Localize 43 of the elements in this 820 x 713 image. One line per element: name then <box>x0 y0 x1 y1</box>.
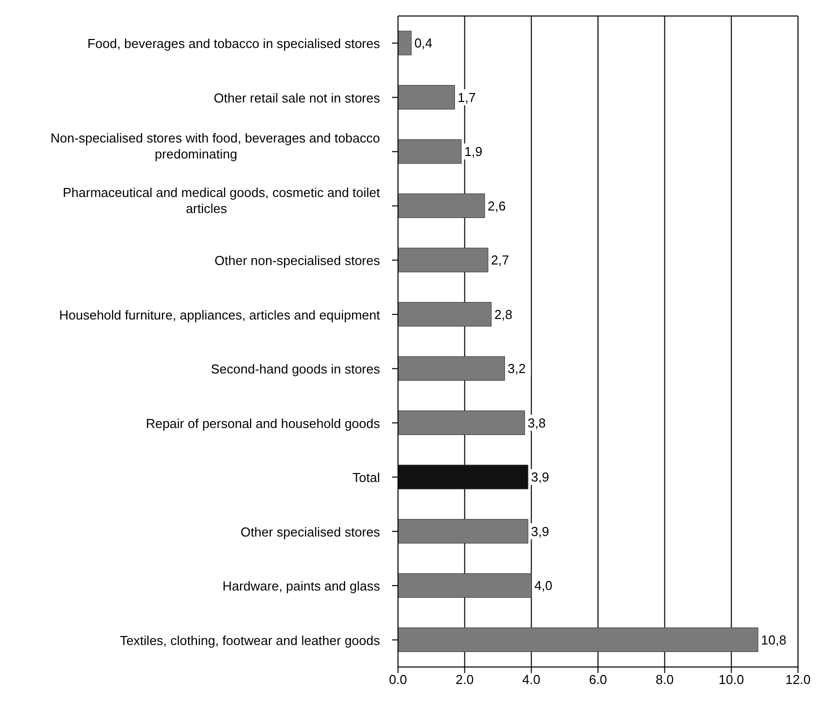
y-tick-label: Other non-specialised stores <box>214 252 380 268</box>
data-label: 3,9 <box>531 524 550 539</box>
bar <box>398 302 492 326</box>
bar <box>398 464 528 490</box>
data-label: 3,8 <box>528 415 546 430</box>
y-tick-label: Household furniture, appliances, articles and equipment <box>59 306 380 322</box>
bar <box>398 573 532 598</box>
data-label: 1,9 <box>464 144 482 159</box>
bar <box>398 30 412 56</box>
data-label: 2,7 <box>491 252 510 268</box>
bar <box>398 356 505 381</box>
y-tick-label: Pharmaceutical and medical goods, cosmetic and toilet articles <box>62 184 380 216</box>
data-label: 0,4 <box>414 36 432 50</box>
bar <box>398 519 528 544</box>
y-tick-label: Non-specialised stores with food, beverages and tobacco predominating <box>50 130 380 162</box>
bar <box>398 628 758 652</box>
data-label: 2,6 <box>488 198 506 214</box>
data-label: 2,8 <box>494 306 512 322</box>
x-tick-label: 6.0 <box>588 672 608 688</box>
bar <box>398 85 455 110</box>
bar <box>398 248 488 272</box>
y-tick-label: Hardware, paints and glass <box>222 578 380 594</box>
y-tick-label: Second-hand goods in stores <box>210 361 380 376</box>
data-label: 4,0 <box>534 578 552 593</box>
x-tick-label: 8.0 <box>656 672 674 688</box>
x-tick-label: 2.0 <box>456 672 474 688</box>
bar <box>398 139 462 164</box>
bar <box>398 410 525 435</box>
x-tick-label: 0.0 <box>388 672 408 688</box>
x-tick-label: 4.0 <box>522 672 540 688</box>
y-tick-label: Total <box>352 470 380 485</box>
y-tick-label: Repair of personal and household goods <box>146 415 380 430</box>
data-label: 3,2 <box>508 361 526 376</box>
y-tick-label: Other retail sale not in stores <box>214 90 380 105</box>
bar <box>398 194 485 218</box>
y-tick-label: Food, beverages and tobacco in specialised stores <box>87 36 380 51</box>
data-label: 1,7 <box>458 90 476 105</box>
data-label: 3,9 <box>531 470 550 484</box>
y-tick-label: Other specialised stores <box>240 524 380 539</box>
x-tick-label: 12.0 <box>785 672 811 688</box>
y-tick-label: Textiles, clothing, footwear and leather goods <box>120 632 380 648</box>
data-label: 10,8 <box>761 632 786 648</box>
x-tick-label: 10.0 <box>718 672 744 688</box>
